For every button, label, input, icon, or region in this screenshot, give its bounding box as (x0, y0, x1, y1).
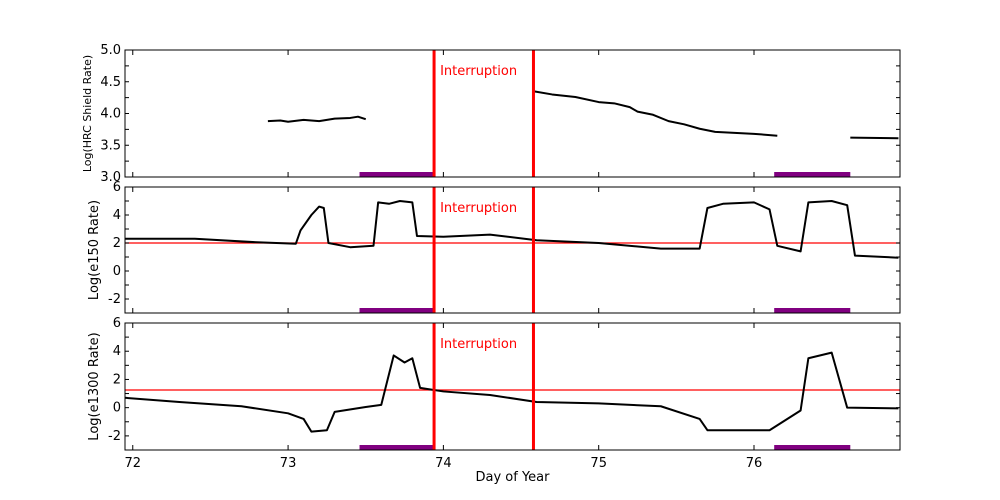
interruption-label: Interruption (440, 201, 517, 216)
y-axis-label: Log(e1300 Rate) (87, 332, 102, 440)
y-tick-label: 0 (113, 401, 121, 416)
y-axis-label: Log(HRC Shield Rate) (81, 55, 94, 172)
y-tick-label: -2 (108, 429, 121, 444)
purple-bar (774, 172, 851, 177)
y-tick-label: 4.5 (100, 75, 121, 90)
data-line (850, 136, 899, 140)
y-tick-label: 4 (113, 344, 121, 359)
y-tick-label: 4 (113, 208, 121, 223)
data-line (533, 90, 778, 137)
y-tick-label: 6 (113, 316, 121, 331)
purple-bar (359, 308, 435, 313)
data-line (125, 200, 899, 259)
y-tick-label: 2 (113, 372, 121, 387)
x-axis-label: Day of Year (476, 470, 551, 485)
axes-frame (124, 186, 901, 314)
axes-frame (124, 322, 901, 451)
y-tick-label: 3.0 (100, 170, 121, 185)
data-line (124, 351, 899, 433)
x-tick-label: 74 (435, 456, 452, 471)
y-tick-label: 0 (113, 264, 121, 279)
purple-bar (359, 445, 435, 450)
y-tick-label: 6 (113, 180, 121, 195)
x-tick-label: 76 (746, 456, 763, 471)
y-tick-label: 4.0 (100, 107, 121, 122)
x-tick-label: 72 (124, 456, 141, 471)
interruption-label: Interruption (440, 64, 517, 79)
panel-3: Interruption -2 0 2 4 6 72 73 74 75 76 Day of Year L… (87, 316, 901, 485)
panel-2: Interruption -2 0 2 4 6 Log(e150 Rate) (87, 180, 901, 314)
purple-bar (774, 308, 851, 313)
purple-bar (359, 172, 435, 177)
interruption-label: Interruption (440, 337, 517, 352)
y-tick-label: 2 (113, 236, 121, 251)
y-tick-label: 3.5 (100, 138, 121, 153)
y-tick-label: 5.0 (100, 43, 121, 58)
x-tick-label: 75 (590, 456, 607, 471)
panel-1: Interruption 3.0 3.5 4.0 4.5 5.0 Log(HRC Shiel… (81, 43, 901, 185)
x-tick-label: 73 (280, 456, 297, 471)
purple-bar (774, 445, 851, 450)
data-line (267, 115, 367, 123)
y-axis-label: Log(e150 Rate) (87, 200, 102, 300)
y-tick-label: -2 (108, 292, 121, 307)
